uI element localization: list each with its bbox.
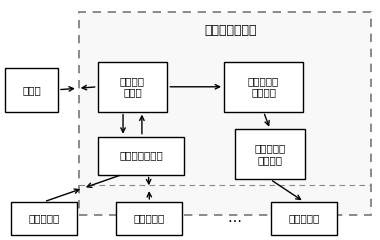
Bar — [116, 202, 182, 235]
Bar — [11, 202, 77, 235]
Bar — [5, 68, 58, 112]
Text: …: … — [228, 211, 242, 225]
Text: 计算机: 计算机 — [22, 85, 41, 95]
Bar — [98, 62, 167, 112]
Bar — [79, 12, 371, 215]
Bar — [271, 202, 337, 235]
Bar — [98, 137, 184, 174]
Text: 机器人控
制系统: 机器人控 制系统 — [120, 76, 145, 98]
Bar — [235, 130, 305, 179]
Bar — [224, 62, 303, 112]
Text: 附近障碍物: 附近障碍物 — [134, 213, 165, 223]
Text: 机器人本体
移动机构: 机器人本体 移动机构 — [248, 76, 279, 98]
Text: 附近障碍物: 附近障碍物 — [288, 213, 320, 223]
Text: 移动机器人系统: 移动机器人系统 — [204, 24, 257, 37]
Text: 附近障碍物: 附近障碍物 — [28, 213, 59, 223]
Text: 旋转角度测
量传感器: 旋转角度测 量传感器 — [255, 144, 286, 165]
Text: 环境测距传感器: 环境测距传感器 — [119, 150, 163, 161]
